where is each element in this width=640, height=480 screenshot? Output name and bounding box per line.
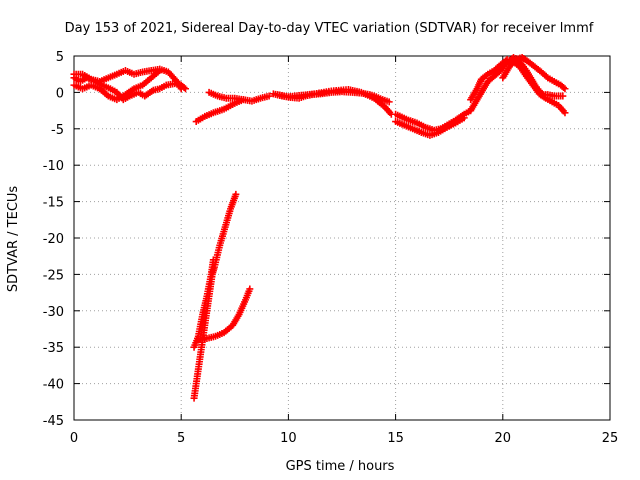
- series-markers: [274, 85, 395, 118]
- y-tick-label: -40: [43, 378, 64, 393]
- x-tick-label: 25: [602, 431, 619, 446]
- series-sat-m: [190, 190, 240, 402]
- y-tick-label: -45: [43, 414, 64, 429]
- series-markers: [190, 190, 240, 402]
- x-tick-label: 20: [495, 431, 512, 446]
- y-tick-label: -5: [51, 123, 64, 138]
- series-markers: [70, 67, 164, 104]
- data-points: [70, 53, 569, 402]
- y-tick-label: -25: [43, 268, 64, 283]
- x-tick-label: 0: [70, 431, 78, 446]
- y-axis-label: SDTVAR / TECUs: [6, 186, 21, 293]
- series-sat-l: [499, 53, 569, 93]
- series-markers: [205, 88, 273, 105]
- chart-title: Day 153 of 2021, Sidereal Day-to-day VTE…: [65, 21, 594, 36]
- y-tick-label: -20: [43, 232, 64, 247]
- x-tick-label: 15: [387, 431, 404, 446]
- x-tick-label: 5: [177, 431, 185, 446]
- series-markers: [190, 256, 217, 351]
- series-sat-c: [70, 67, 164, 104]
- series-sat-o: [194, 285, 254, 344]
- grid: [74, 56, 610, 420]
- x-axis-label: GPS time / hours: [286, 459, 395, 474]
- y-tick-label: -10: [43, 159, 64, 174]
- series-markers: [499, 53, 569, 93]
- series-markers: [70, 65, 185, 93]
- axis-ticks: 0 5 10 15 20 25 5 0 -5 -10 -15 -20 -25 -30 -35 -40 -45: [43, 50, 619, 446]
- series-markers: [194, 285, 254, 344]
- x-tick-label: 10: [280, 431, 297, 446]
- series-sat-e: [205, 88, 273, 105]
- y-tick-label: 0: [56, 86, 64, 101]
- y-tick-label: -30: [43, 305, 64, 320]
- series-sat-n: [190, 256, 217, 351]
- series-sat-i: [392, 114, 468, 139]
- series-sat-g: [274, 85, 395, 118]
- series-sat-b: [70, 65, 185, 93]
- series-markers: [392, 114, 468, 139]
- y-tick-label: -15: [43, 196, 64, 211]
- y-tick-label: 5: [56, 50, 64, 65]
- y-tick-label: -35: [43, 341, 64, 356]
